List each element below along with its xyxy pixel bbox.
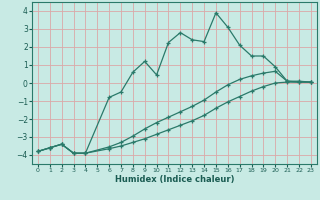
X-axis label: Humidex (Indice chaleur): Humidex (Indice chaleur) <box>115 175 234 184</box>
